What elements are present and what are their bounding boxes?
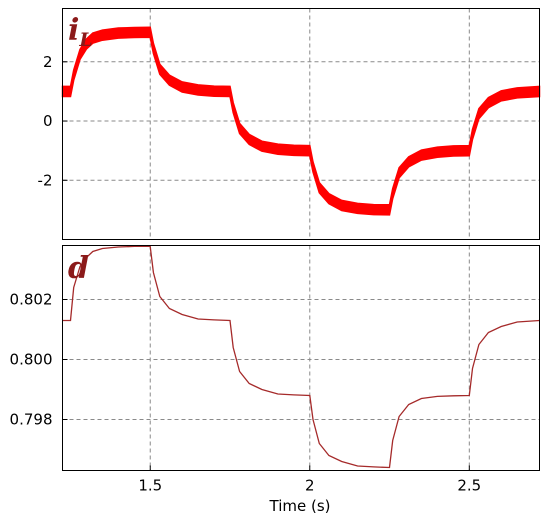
frame-top	[62, 8, 540, 240]
x-tick-label: 2.5	[457, 477, 481, 495]
panel-il: 2 0 -2 iL	[38, 8, 541, 240]
x-tick-label: 2	[305, 477, 315, 495]
y-tick-label: 2	[43, 53, 53, 71]
y-tick-label: 0.798	[10, 411, 53, 429]
y-tick-label: 0.800	[10, 351, 53, 369]
panel-label-il-main: i	[68, 13, 79, 48]
d-series-line	[62, 245, 540, 469]
panel-label-il: iL	[68, 13, 93, 51]
x-ticks: 1.5 2 2.5	[138, 465, 481, 495]
panel-label-il-sub: L	[78, 29, 92, 51]
y-tick-label: -2	[38, 171, 53, 189]
panel-d: 0.802 0.800 0.798 1.5 2 2.5 d	[10, 245, 540, 495]
panel-label-d: d	[68, 251, 89, 286]
x-axis-label: Time (s)	[269, 497, 331, 515]
y-tick-label: 0.802	[10, 291, 53, 309]
y-ticks-bottom: 0.802 0.800 0.798	[10, 291, 68, 429]
frame-bottom	[62, 245, 540, 471]
y-tick-label: 0	[43, 112, 53, 130]
grid-top	[62, 8, 540, 240]
y-ticks-top: 2 0 -2	[38, 53, 68, 189]
x-tick-label: 1.5	[138, 477, 162, 495]
grid-bottom	[62, 245, 540, 471]
